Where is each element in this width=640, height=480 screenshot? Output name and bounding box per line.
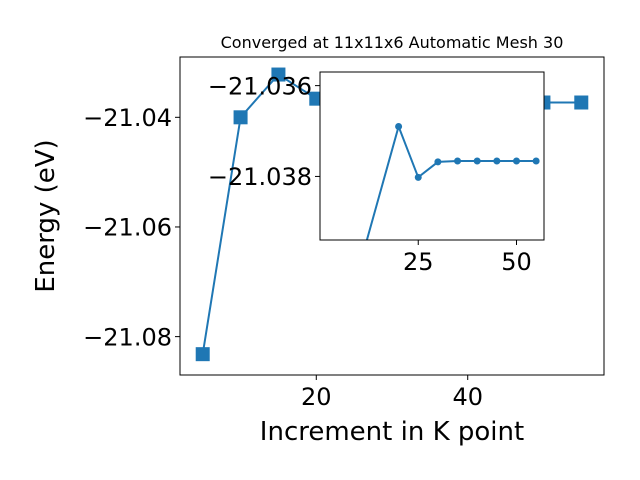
inset-data-point [532,157,540,165]
inset-plot-frame [319,71,545,241]
inset-y-tick-label: −21.036 [208,72,312,100]
inset-data-point [395,122,403,130]
inset-data-point [434,158,442,166]
y-axis-label: Energy (eV) [31,139,61,292]
main-y-tick-label: −21.08 [83,323,172,351]
main-data-point [233,110,248,125]
main-data-point [195,347,210,362]
inset-background [320,72,544,240]
inset-data-point [414,173,422,181]
inset-series [365,122,540,240]
inset-data-point [512,157,520,165]
main-x-tick-label: 20 [301,383,332,411]
main-data-point [574,95,589,110]
inset-x-tick-label: 50 [501,248,532,276]
main-y-tick-label: −21.04 [83,104,172,132]
main-y-tick-label: −21.06 [83,214,172,242]
inset-data-point [493,157,501,165]
main-x-tick-label: 40 [452,383,483,411]
main-ticks: 20 40 −21.04 −21.06 −21.08 [83,104,483,411]
inset-data-point [473,157,481,165]
main-plot-frame [179,56,605,376]
chart-title: Converged at 11x11x6 Automatic Mesh 30 [221,33,564,52]
main-data-point [271,67,286,82]
inset-data-point [454,157,462,165]
x-axis-label: Increment in K point [260,417,524,447]
inset-y-tick-label: −21.038 [208,163,312,191]
inset-ticks: 25 50 −21.038 −21.036 [208,72,532,276]
inset-x-tick-label: 25 [403,248,434,276]
